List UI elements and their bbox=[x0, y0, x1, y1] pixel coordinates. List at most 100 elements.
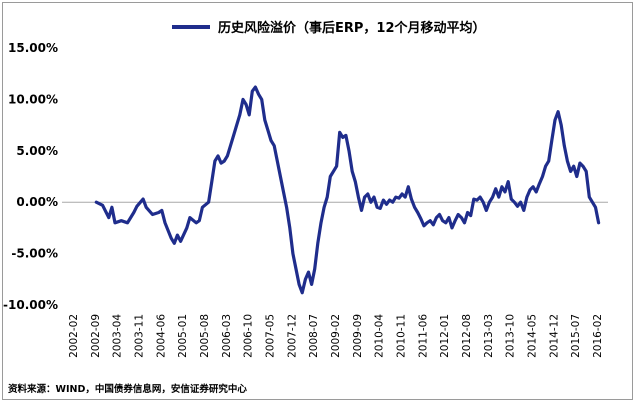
data-point bbox=[557, 110, 560, 113]
x-tick-label: 2009-09 bbox=[352, 314, 364, 358]
data-point bbox=[382, 199, 385, 202]
data-point bbox=[423, 224, 426, 227]
x-axis: 2002-02 2002-09 2003-04 2003-11 2004-06 2005-… bbox=[68, 314, 604, 358]
data-point bbox=[345, 134, 348, 137]
data-point bbox=[282, 191, 285, 194]
data-point bbox=[501, 185, 504, 188]
x-tick-label: 2004-06 bbox=[155, 314, 167, 358]
data-point bbox=[582, 165, 585, 168]
data-point bbox=[232, 134, 235, 137]
data-point bbox=[454, 219, 457, 222]
data-point bbox=[226, 155, 229, 158]
data-point bbox=[466, 211, 469, 214]
x-tick-label: 2002-02 bbox=[68, 314, 80, 358]
data-point bbox=[220, 162, 223, 165]
data-point bbox=[457, 213, 460, 216]
x-tick-label: 2012-01 bbox=[439, 314, 451, 358]
data-point bbox=[541, 175, 544, 178]
data-point bbox=[472, 198, 475, 201]
data-point bbox=[160, 209, 163, 212]
data-point bbox=[404, 196, 407, 199]
data-point bbox=[544, 165, 547, 168]
data-point bbox=[482, 201, 485, 204]
data-point bbox=[201, 206, 204, 209]
data-point bbox=[245, 103, 248, 106]
data-point bbox=[298, 283, 301, 286]
data-point bbox=[413, 206, 416, 209]
data-point bbox=[273, 144, 276, 147]
data-point bbox=[535, 191, 538, 194]
data-point bbox=[238, 113, 241, 116]
data-point bbox=[316, 242, 319, 245]
data-point bbox=[254, 86, 257, 89]
data-point bbox=[170, 237, 173, 240]
y-tick-label: 0.00% bbox=[16, 195, 58, 209]
data-point bbox=[419, 217, 422, 220]
x-tick-label: 2007-12 bbox=[286, 314, 298, 358]
x-tick-label: 2015-07 bbox=[570, 314, 582, 358]
data-point bbox=[448, 216, 451, 219]
data-point bbox=[357, 196, 360, 199]
series-line bbox=[94, 85, 601, 295]
data-point bbox=[257, 93, 260, 96]
data-point bbox=[513, 201, 516, 204]
y-tick-label: 5.00% bbox=[16, 144, 58, 158]
data-point bbox=[376, 206, 379, 209]
data-point bbox=[95, 201, 98, 204]
data-point bbox=[451, 227, 454, 230]
data-point bbox=[463, 221, 466, 224]
data-point bbox=[263, 119, 266, 122]
x-tick-label: 2005-01 bbox=[177, 314, 189, 358]
data-point bbox=[251, 90, 254, 93]
data-point bbox=[242, 98, 245, 101]
x-tick-label: 2006-03 bbox=[221, 314, 233, 358]
data-point bbox=[519, 201, 522, 204]
data-point bbox=[288, 227, 291, 230]
x-tick-label: 2005-08 bbox=[199, 314, 211, 358]
data-point bbox=[469, 214, 472, 217]
data-point bbox=[438, 213, 441, 216]
data-point bbox=[267, 129, 270, 132]
data-point bbox=[550, 139, 553, 142]
data-point bbox=[441, 219, 444, 222]
data-point bbox=[560, 124, 563, 127]
data-point bbox=[126, 221, 129, 224]
x-tick-label: 2012-08 bbox=[461, 314, 473, 358]
data-point bbox=[279, 175, 282, 178]
data-point bbox=[217, 155, 220, 158]
data-point bbox=[407, 185, 410, 188]
data-point bbox=[410, 198, 413, 201]
data-point bbox=[566, 160, 569, 163]
data-point bbox=[388, 199, 391, 202]
data-point bbox=[479, 196, 482, 199]
data-point bbox=[460, 216, 463, 219]
data-point bbox=[594, 206, 597, 209]
data-point bbox=[285, 206, 288, 209]
data-point bbox=[432, 223, 435, 226]
data-point bbox=[151, 213, 154, 216]
x-tick-label: 2010-11 bbox=[396, 314, 408, 358]
data-point bbox=[488, 201, 491, 204]
data-point bbox=[210, 180, 213, 183]
data-point bbox=[569, 170, 572, 173]
y-tick-label: -10.00% bbox=[3, 298, 58, 312]
data-point bbox=[214, 160, 217, 163]
data-point bbox=[320, 221, 323, 224]
data-point bbox=[157, 211, 160, 214]
data-point bbox=[341, 136, 344, 139]
legend-label: 历史风险溢价（事后ERP，12个月移动平均） bbox=[218, 20, 486, 36]
data-point bbox=[494, 187, 497, 190]
data-point bbox=[176, 234, 179, 237]
data-point bbox=[591, 201, 594, 204]
data-point bbox=[547, 160, 550, 163]
data-point bbox=[360, 209, 363, 212]
data-point bbox=[394, 196, 397, 199]
data-point bbox=[195, 221, 198, 224]
data-point bbox=[516, 205, 519, 208]
data-point bbox=[597, 221, 600, 224]
data-point bbox=[235, 124, 238, 127]
data-point bbox=[485, 209, 488, 212]
data-point bbox=[310, 283, 313, 286]
data-point bbox=[579, 162, 582, 165]
data-point bbox=[173, 242, 176, 245]
